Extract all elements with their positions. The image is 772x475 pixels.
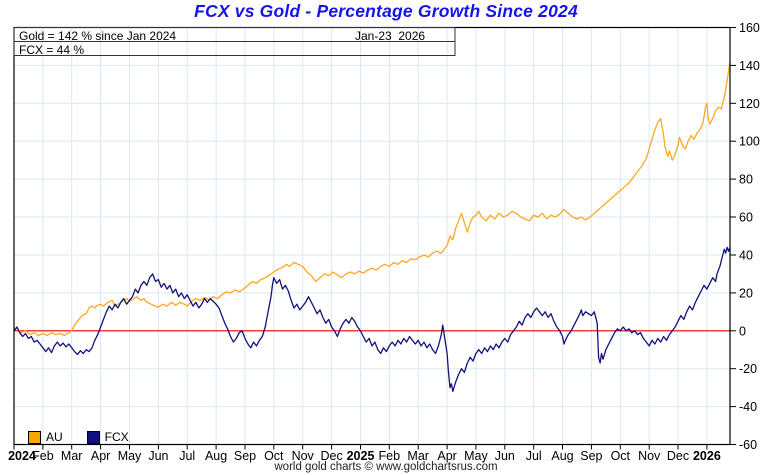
svg-text:80: 80 — [739, 173, 753, 187]
svg-text:Feb: Feb — [379, 449, 401, 463]
svg-text:140: 140 — [739, 59, 760, 73]
fcx-series-line — [13, 246, 731, 393]
fcx-legend-swatch-icon — [86, 430, 100, 444]
svg-text:-60: -60 — [739, 438, 757, 452]
svg-text:-20: -20 — [739, 362, 757, 376]
chart-title: FCX vs Gold - Percentage Growth Since 20… — [194, 1, 578, 21]
svg-text:40: 40 — [739, 249, 753, 263]
gold-growth-value-label: Gold = 142 % since Jan 2024 — [19, 29, 177, 43]
svg-text:-40: -40 — [739, 400, 757, 414]
svg-text:Nov: Nov — [638, 449, 661, 463]
svg-text:20: 20 — [739, 286, 753, 300]
fcx-legend-label: FCX — [104, 430, 129, 444]
svg-text:Mar: Mar — [61, 449, 83, 463]
svg-text:Apr: Apr — [437, 449, 456, 463]
header-box — [13, 27, 456, 56]
svg-text:Oct: Oct — [611, 449, 631, 463]
svg-text:Aug: Aug — [205, 449, 227, 463]
plot-border — [13, 26, 731, 446]
svg-text:Oct: Oct — [264, 449, 284, 463]
svg-text:2024: 2024 — [8, 449, 36, 463]
y-axis-labels: 160 140 120 100 80 60 40 20 0 -20 -40 -60 — [739, 21, 760, 452]
footer-credit: world gold charts © www.goldchartsrus.co… — [274, 461, 498, 473]
svg-text:0: 0 — [739, 324, 746, 338]
x-axis-ticks — [13, 444, 708, 450]
svg-text:Jul: Jul — [179, 449, 195, 463]
svg-text:Dec: Dec — [667, 449, 689, 463]
svg-text:120: 120 — [739, 97, 760, 111]
svg-text:Sep: Sep — [234, 449, 256, 463]
svg-text:Dec: Dec — [320, 449, 342, 463]
svg-text:60: 60 — [739, 211, 753, 225]
svg-text:May: May — [118, 449, 142, 463]
svg-text:2026: 2026 — [693, 449, 721, 463]
au-legend-swatch-icon — [28, 430, 41, 444]
legend: AU FCX — [28, 430, 129, 444]
svg-text:Feb: Feb — [32, 449, 54, 463]
svg-text:Jul: Jul — [526, 449, 542, 463]
svg-text:Aug: Aug — [551, 449, 573, 463]
latest-date-label: Jan-23 2026 — [355, 29, 426, 43]
svg-text:100: 100 — [739, 135, 760, 149]
au-series-line — [13, 61, 731, 337]
svg-text:Jun: Jun — [495, 449, 515, 463]
svg-text:Nov: Nov — [292, 449, 315, 463]
fcx-growth-value-label: FCX = 44 % — [19, 43, 85, 57]
gridlines — [14, 27, 730, 445]
svg-text:Mar: Mar — [407, 449, 429, 463]
svg-text:160: 160 — [739, 21, 760, 35]
y-axis-ticks — [730, 27, 736, 445]
svg-text:Jun: Jun — [148, 449, 168, 463]
svg-text:Apr: Apr — [91, 449, 110, 463]
svg-text:Sep: Sep — [580, 449, 602, 463]
svg-text:May: May — [464, 449, 488, 463]
au-legend-label: AU — [46, 430, 63, 444]
svg-text:2025: 2025 — [347, 449, 375, 463]
